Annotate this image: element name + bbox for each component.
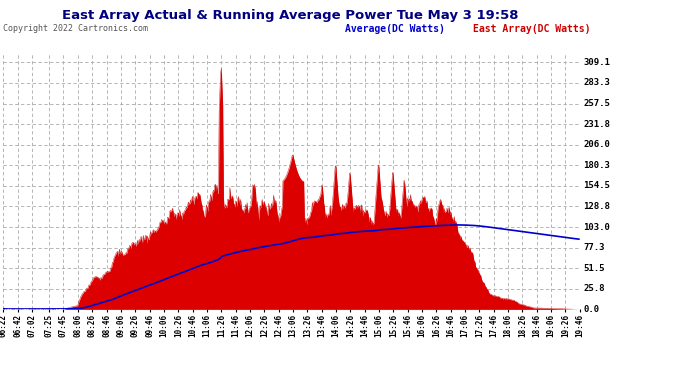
Text: 25.8: 25.8: [583, 284, 604, 293]
Text: 206.0: 206.0: [583, 140, 610, 149]
Text: East Array Actual & Running Average Power Tue May 3 19:58: East Array Actual & Running Average Powe…: [61, 9, 518, 22]
Text: 154.5: 154.5: [583, 182, 610, 190]
Text: East Array(DC Watts): East Array(DC Watts): [473, 24, 590, 34]
Text: 128.8: 128.8: [583, 202, 610, 211]
Text: 51.5: 51.5: [583, 264, 604, 273]
Text: 180.3: 180.3: [583, 161, 610, 170]
Text: 77.3: 77.3: [583, 243, 604, 252]
Text: 309.1: 309.1: [583, 58, 610, 67]
Text: Average(DC Watts): Average(DC Watts): [345, 24, 445, 34]
Text: 103.0: 103.0: [583, 222, 610, 231]
Text: 283.3: 283.3: [583, 78, 610, 87]
Text: 0.0: 0.0: [583, 305, 599, 314]
Text: 257.5: 257.5: [583, 99, 610, 108]
Text: Copyright 2022 Cartronics.com: Copyright 2022 Cartronics.com: [3, 24, 148, 33]
Text: 231.8: 231.8: [583, 120, 610, 129]
